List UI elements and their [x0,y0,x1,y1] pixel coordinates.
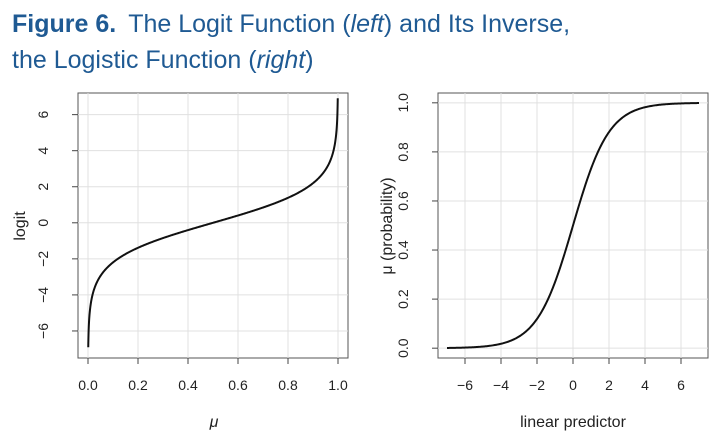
figure-label: Figure 6. [12,10,117,38]
caption-part-4: ) [305,46,314,74]
left-y-axis: −6 −4 −2 0 2 4 6 [35,111,78,339]
left-x-tick-label: 0.8 [278,377,298,393]
right-y-label: μ (probability) [379,177,396,274]
logistic-curve [446,102,700,349]
left-y-tick-label: 2 [35,183,51,191]
left-y-tick-label: −4 [35,287,51,303]
caption-part-3: the Logistic Function ( [12,46,257,74]
right-x-tick-label: 4 [641,377,649,393]
left-x-label: μ [209,414,219,431]
caption-left: left [350,10,384,38]
right-x-label: linear predictor [520,414,627,431]
left-x-axis: 0.0 0.2 0.4 0.6 0.8 1.0 [78,358,348,393]
left-y-tick-label: 4 [35,147,51,155]
right-y-tick-label: 0.0 [395,338,411,358]
left-x-tick-label: 1.0 [328,377,348,393]
right-y-tick-label: 1.0 [395,93,411,113]
left-y-tick-label: −6 [35,323,51,339]
right-x-tick-label: 6 [677,377,685,393]
left-x-tick-label: 0.6 [228,377,248,393]
right-x-tick-label: −6 [457,377,473,393]
right-y-tick-label: 0.8 [395,142,411,162]
logit-curve [87,98,339,348]
right-grid [438,93,708,358]
left-x-tick-label: 0.0 [78,377,98,393]
left-grid [78,93,348,358]
left-plot-frame [77,92,349,359]
right-x-tick-label: 2 [605,377,613,393]
left-x-tick-label: 0.2 [128,377,148,393]
left-y-tick-label: −2 [35,251,51,267]
left-y-label: logit [12,211,29,241]
right-x-tick-label: −2 [529,377,545,393]
caption-part-2: ) and Its Inverse, [383,10,571,38]
right-y-tick-label: 0.6 [395,191,411,211]
left-panel: 0.0 0.2 0.4 0.6 0.8 1.0 −6 −4 −2 0 2 4 6 μ logit [12,92,349,431]
right-x-tick-label: 0 [569,377,577,393]
right-x-tick-label: −4 [493,377,509,393]
figure-caption: Figure 6. The Logit Function (left) and I… [12,6,712,78]
caption-right: right [256,46,306,74]
right-y-tick-label: 0.4 [395,240,411,260]
right-x-axis: −6 −4 −2 0 2 4 6 [457,358,685,393]
right-panel: −6 −4 −2 0 2 4 6 0.0 0.2 0.4 0.6 0.8 1.0 linear pre… [379,92,709,431]
left-y-tick-label: 0 [35,219,51,227]
left-y-tick-label: 6 [35,111,51,119]
left-x-tick-label: 0.4 [178,377,198,393]
caption-part-1: The Logit Function ( [128,10,351,38]
right-y-tick-label: 0.2 [395,289,411,309]
right-y-axis: 0.0 0.2 0.4 0.6 0.8 1.0 [395,93,438,358]
